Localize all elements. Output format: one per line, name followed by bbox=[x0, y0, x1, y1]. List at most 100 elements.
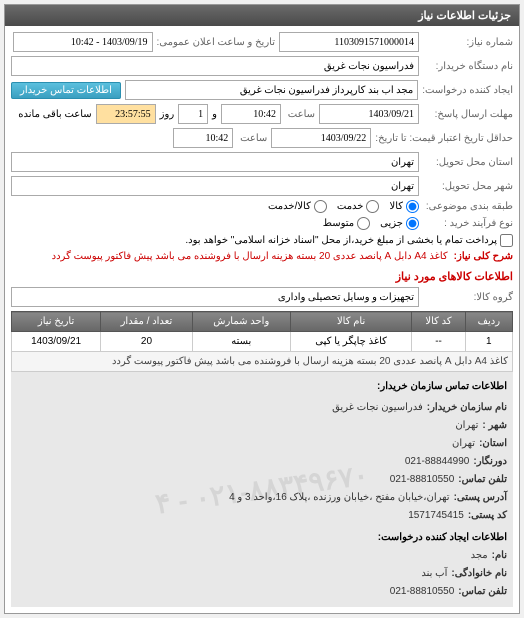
state-label: استان محل تحویل: bbox=[423, 157, 513, 168]
announce-input[interactable] bbox=[13, 32, 153, 52]
col-date: تاریخ نیاز bbox=[12, 312, 101, 332]
deadline-date-input[interactable] bbox=[319, 104, 419, 124]
post-val: 1571745415 bbox=[408, 507, 464, 525]
row-credit: حداقل تاریخ اعتبار قیمت: تا تاریخ: ساعت bbox=[11, 128, 513, 148]
subject-radio-group: کالا خدمت کالا/خدمت bbox=[268, 200, 419, 213]
post-label: کد پستی: bbox=[468, 507, 507, 525]
clname-label: نام خانوادگی: bbox=[451, 565, 507, 583]
ccity-val: تهران bbox=[455, 417, 478, 435]
need-no-label: شماره نیاز: bbox=[423, 37, 513, 48]
org-label: نام سازمان خریدار: bbox=[427, 399, 507, 417]
city-label: شهر محل تحویل: bbox=[423, 181, 513, 192]
group-input[interactable] bbox=[11, 287, 419, 307]
credit-time-label: ساعت bbox=[237, 133, 267, 144]
radio-minor[interactable]: جزیی bbox=[380, 217, 419, 230]
cell-name: کاغذ چاپگر یا کپی bbox=[290, 332, 412, 352]
details-panel: جزئیات اطلاعات نیاز شماره نیاز: تاریخ و … bbox=[4, 4, 520, 614]
col-code: کد کالا bbox=[412, 312, 465, 332]
radio-service[interactable]: خدمت bbox=[337, 200, 380, 213]
credit-date-input[interactable] bbox=[271, 128, 371, 148]
ccity-label: شهر : bbox=[482, 417, 507, 435]
radio-service-input[interactable] bbox=[366, 200, 379, 213]
remain-label: ساعت باقی مانده bbox=[18, 109, 91, 120]
radio-goods[interactable]: کالا bbox=[389, 200, 419, 213]
table-note-cell: کاغذ A4 دابل A پانصد عددی 20 بسته هزینه … bbox=[12, 352, 513, 372]
creator-header: اطلاعات ایجاد کننده درخواست: bbox=[17, 529, 507, 547]
payment-checkbox[interactable] bbox=[500, 234, 513, 247]
radio-medium[interactable]: متوسط bbox=[323, 217, 370, 230]
remain-input[interactable] bbox=[96, 104, 156, 124]
cphone-label: تلفن تماس: bbox=[458, 583, 507, 601]
fax-val: 021-88844990 bbox=[405, 453, 470, 471]
time-label: ساعت bbox=[285, 109, 315, 120]
cell-code: -- bbox=[412, 332, 465, 352]
deadline-time-input[interactable] bbox=[221, 104, 281, 124]
deadline-label: مهلت ارسال پاسخ: bbox=[423, 109, 513, 120]
subject-label: طبقه بندی موضوعی: bbox=[423, 201, 513, 212]
radio-minor-input[interactable] bbox=[406, 217, 419, 230]
addr-val: تهران،خیابان مفتح ،خیابان ورزنده ،پلاک 1… bbox=[229, 489, 449, 507]
row-buy-type: نوع فرآیند خرید : جزیی متوسط پرداخت تمام… bbox=[11, 217, 513, 247]
fax-label: دورنگار: bbox=[473, 453, 507, 471]
radio-goods-service-input[interactable] bbox=[314, 200, 327, 213]
col-unit: واحد شمارش bbox=[192, 312, 290, 332]
cell-unit: بسته bbox=[192, 332, 290, 352]
contact-header: اطلاعات تماس سازمان خریدار: bbox=[17, 378, 507, 396]
desc-label: شرح کلی نیاز: bbox=[454, 251, 513, 262]
phone-val: 021-88810550 bbox=[390, 471, 455, 489]
clname-val: آب بند bbox=[421, 565, 447, 583]
buy-type-radio-group: جزیی متوسط bbox=[323, 217, 419, 230]
buy-type-label: نوع فرآیند خرید : bbox=[423, 218, 513, 229]
radio-goods-service[interactable]: کالا/خدمت bbox=[268, 200, 327, 213]
cstate-label: استان: bbox=[479, 435, 507, 453]
buyer-device-input[interactable] bbox=[11, 56, 419, 76]
row-buyer-device: نام دستگاه خریدار: bbox=[11, 56, 513, 76]
col-qty: تعداد / مقدار bbox=[101, 312, 193, 332]
buyer-device-label: نام دستگاه خریدار: bbox=[423, 61, 513, 72]
creator-label: ایجاد کننده درخواست: bbox=[422, 85, 513, 96]
table-row: 1 -- کاغذ چاپگر یا کپی بسته 20 1403/09/2… bbox=[12, 332, 513, 352]
row-need-no: شماره نیاز: تاریخ و ساعت اعلان عمومی: bbox=[11, 32, 513, 52]
panel-body: شماره نیاز: تاریخ و ساعت اعلان عمومی: نا… bbox=[5, 26, 519, 613]
panel-title: جزئیات اطلاعات نیاز bbox=[5, 5, 519, 26]
cname-val: مجد bbox=[471, 547, 488, 565]
contact-block: ۰۲۱-۸۸۳۴۹۶۷۰ - ۴ اطلاعات تماس سازمان خری… bbox=[11, 372, 513, 607]
creator-input[interactable] bbox=[125, 80, 418, 100]
radio-medium-input[interactable] bbox=[357, 217, 370, 230]
col-name: نام کالا bbox=[290, 312, 412, 332]
row-state: استان محل تحویل: bbox=[11, 152, 513, 172]
days-input[interactable] bbox=[178, 104, 208, 124]
group-label: گروه کالا: bbox=[423, 292, 513, 303]
items-table: ردیف کد کالا نام کالا واحد شمارش تعداد /… bbox=[11, 311, 513, 372]
row-deadline: مهلت ارسال پاسخ: ساعت و روز ساعت باقی ما… bbox=[11, 104, 513, 124]
cphone-val: 021-88810550 bbox=[390, 583, 455, 601]
credit-label: حداقل تاریخ اعتبار قیمت: تا تاریخ: bbox=[375, 133, 513, 144]
and-label: و bbox=[212, 109, 217, 120]
city-input[interactable] bbox=[11, 176, 419, 196]
radio-goods-input[interactable] bbox=[406, 200, 419, 213]
row-description: شرح کلی نیاز: کاغذ A4 دابل A پانصد عددی … bbox=[11, 251, 513, 262]
announce-label: تاریخ و ساعت اعلان عمومی: bbox=[157, 37, 276, 48]
table-note-row: کاغذ A4 دابل A پانصد عددی 20 بسته هزینه … bbox=[12, 352, 513, 372]
row-creator: ایجاد کننده درخواست: اطلاعات تماس خریدار bbox=[11, 80, 513, 100]
cstate-val: تهران bbox=[452, 435, 475, 453]
state-input[interactable] bbox=[11, 152, 419, 172]
contact-info-button[interactable]: اطلاعات تماس خریدار bbox=[11, 82, 121, 99]
need-no-input[interactable] bbox=[279, 32, 419, 52]
org-val: فدراسیون نجات غریق bbox=[332, 399, 423, 417]
cname-label: نام: bbox=[492, 547, 507, 565]
row-subject: طبقه بندی موضوعی: کالا خدمت کالا/خدمت bbox=[11, 200, 513, 213]
credit-time-input[interactable] bbox=[173, 128, 233, 148]
items-section-title: اطلاعات کالاهای مورد نیاز bbox=[11, 270, 513, 283]
row-city: شهر محل تحویل: bbox=[11, 176, 513, 196]
cell-date: 1403/09/21 bbox=[12, 332, 101, 352]
cell-qty: 20 bbox=[101, 332, 193, 352]
cell-index: 1 bbox=[465, 332, 512, 352]
desc-text: کاغذ A4 دابل A پانصد عددی 20 بسته هزینه … bbox=[52, 251, 448, 262]
table-header-row: ردیف کد کالا نام کالا واحد شمارش تعداد /… bbox=[12, 312, 513, 332]
day-label: روز bbox=[160, 109, 175, 120]
row-group: گروه کالا: bbox=[11, 287, 513, 307]
payment-note-check[interactable]: پرداخت تمام یا بخشی از مبلغ خرید،از محل … bbox=[185, 234, 513, 247]
col-index: ردیف bbox=[465, 312, 512, 332]
addr-label: آدرس پستی: bbox=[454, 489, 507, 507]
